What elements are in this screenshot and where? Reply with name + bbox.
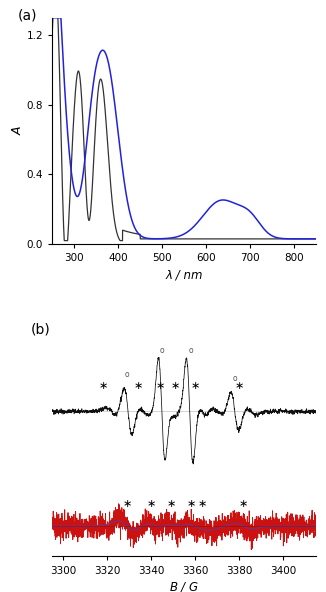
Text: o: o <box>125 370 129 379</box>
Text: ∗: ∗ <box>155 381 165 391</box>
Text: o: o <box>188 346 193 355</box>
Text: ∗: ∗ <box>146 499 156 509</box>
Text: ∗: ∗ <box>122 499 132 509</box>
Text: ∗: ∗ <box>171 381 180 391</box>
Text: ∗: ∗ <box>166 499 176 509</box>
Text: o: o <box>160 346 165 355</box>
Text: ∗: ∗ <box>190 381 200 391</box>
Text: ∗: ∗ <box>197 499 206 509</box>
Y-axis label: A: A <box>12 127 25 135</box>
Text: ∗: ∗ <box>98 381 108 391</box>
Text: ∗: ∗ <box>133 381 143 391</box>
Text: (a): (a) <box>18 9 37 22</box>
Text: ∗: ∗ <box>186 499 196 509</box>
X-axis label: $B$ / G: $B$ / G <box>169 580 199 592</box>
Text: o: o <box>232 374 237 383</box>
X-axis label: λ / nm: λ / nm <box>165 269 203 282</box>
Text: ∗: ∗ <box>239 499 248 509</box>
Text: (b): (b) <box>31 323 51 336</box>
Text: ∗: ∗ <box>234 381 244 391</box>
